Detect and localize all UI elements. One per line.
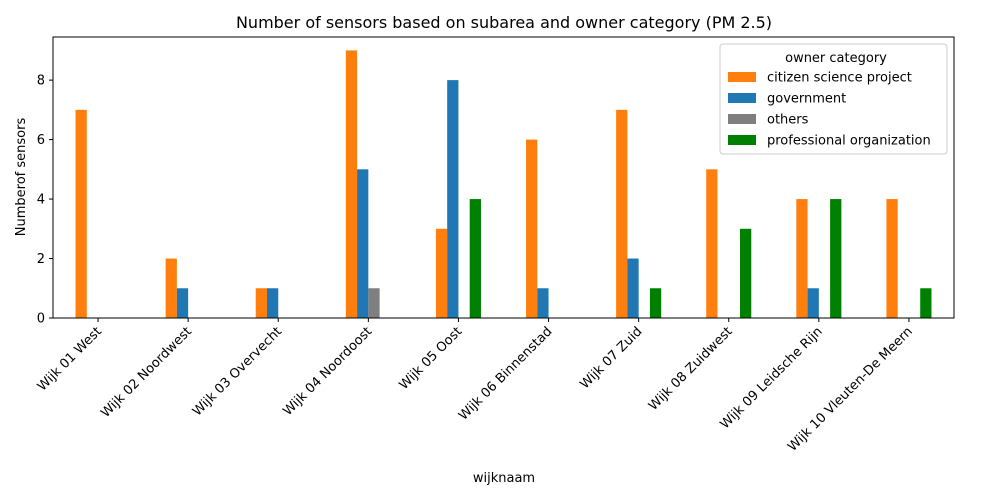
bar-government-7: [627, 258, 639, 318]
legend-frame: [719, 43, 948, 155]
y-tick-label: 6: [37, 133, 45, 148]
legend-entry: citizen science project: [767, 71, 912, 86]
legend-swatch: [728, 135, 756, 145]
legend-swatch: [728, 114, 756, 124]
legend-entry: professional organization: [767, 134, 931, 149]
x-tick-label: Wijk 08 Zuidwest: [646, 324, 736, 414]
y-tick-label: 2: [37, 252, 45, 267]
legend-title: owner category: [785, 51, 887, 66]
bar-citizen-science-project-2: [165, 258, 177, 318]
bar-citizen-science-project-7: [616, 109, 628, 318]
x-axis-label: wijknaam: [473, 471, 535, 486]
bar-citizen-science-project-8: [706, 169, 718, 318]
legend-swatch: [728, 93, 756, 103]
bar-government-3: [266, 288, 279, 318]
legend-entry: government: [767, 92, 846, 107]
bar-citizen-science-project-1: [75, 109, 87, 318]
bar-government-4: [357, 169, 369, 318]
x-tick-label: Wijk 01 West: [35, 324, 105, 394]
x-tick-label: Wijk 09 Leidsche Rijn: [718, 324, 826, 432]
legend-swatch: [728, 72, 756, 82]
chart-title: Number of sensors based on subarea and o…: [236, 13, 772, 32]
y-tick-label: 4: [37, 193, 45, 208]
x-tick-label: Wijk 04 Noordoost: [280, 324, 375, 419]
bar-government-2: [176, 288, 189, 318]
x-tick-label: Wijk 07 Zuid: [577, 324, 645, 392]
bar-others-4: [368, 288, 380, 318]
y-axis-label: Numberof sensors: [14, 118, 29, 237]
plot-frame: [52, 36, 955, 319]
bar-professional-organization-5: [469, 199, 481, 318]
bar-citizen-science-project-3: [255, 288, 267, 318]
legend: owner category citizen science project go…: [719, 43, 948, 155]
y-tick-label: 0: [37, 312, 45, 327]
bar-professional-organization-10: [920, 288, 932, 318]
bar-professional-organization-8: [740, 228, 752, 318]
bar-government-6: [537, 288, 549, 318]
bar-citizen-science-project-10: [886, 199, 898, 318]
bar-professional-organization-9: [830, 199, 842, 318]
x-tick-label: Wijk 05 Oost: [397, 324, 466, 393]
bar-professional-organization-7: [649, 288, 662, 318]
y-axis: 0 2 4 6 8: [37, 74, 53, 327]
bar-citizen-science-project-6: [526, 139, 538, 318]
bar-citizen-science-project-9: [796, 199, 808, 318]
bar-government-5: [447, 80, 459, 319]
y-tick-label: 8: [37, 74, 45, 89]
bars-layer: [75, 50, 932, 319]
x-tick-label: Wijk 02 Noordwest: [98, 324, 195, 421]
legend-entry: others: [767, 113, 809, 128]
bar-government-9: [807, 288, 819, 318]
x-tick-label: Wijk 06 Binnenstad: [456, 324, 555, 423]
bar-citizen-science-project-4: [345, 50, 358, 318]
x-tick-label: Wijk 03 Overvecht: [190, 324, 285, 419]
bar-citizen-science-project-5: [435, 228, 448, 318]
